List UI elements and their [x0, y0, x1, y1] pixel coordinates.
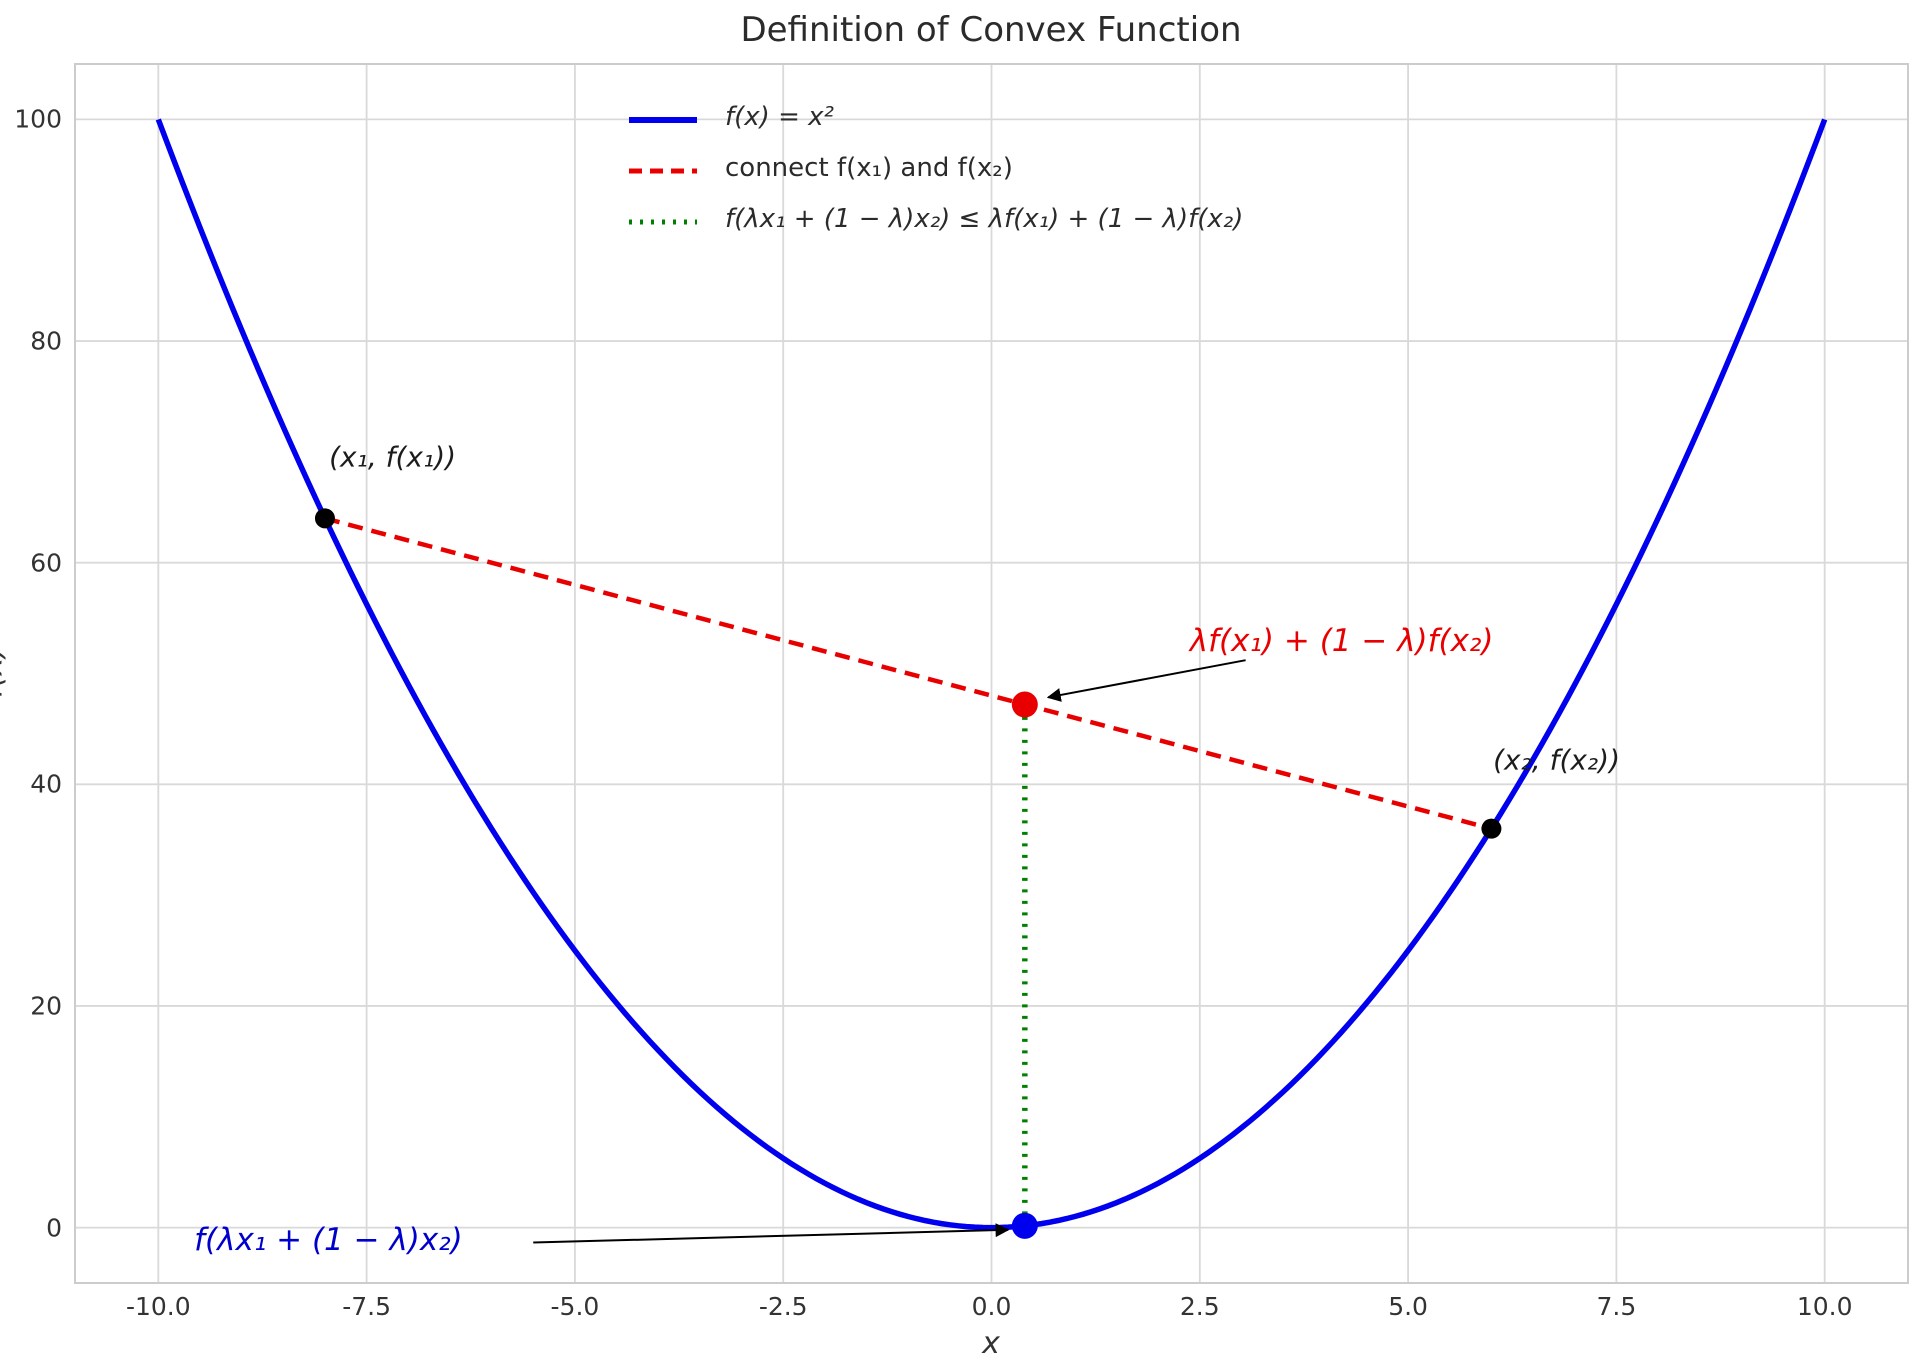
x-tick-label: -7.5 — [342, 1292, 391, 1321]
x-tick-label: -2.5 — [758, 1292, 808, 1321]
legend-item-chord: connect f(x₁) and f(x₂) — [627, 142, 1243, 193]
point-chord-mix — [1011, 691, 1038, 718]
y-tick-label: 20 — [30, 991, 62, 1021]
legend-item-inequality: f(λx₁ + (1 − λ)x₂) ≤ λf(x₁) + (1 − λ)f(x… — [627, 193, 1243, 244]
annotation-point2-label: (x₂, f(x₂)) — [1493, 743, 1621, 777]
y-tick-label: 40 — [30, 769, 62, 799]
x-tick-label: 7.5 — [1596, 1292, 1637, 1321]
y-tick-label: 100 — [14, 104, 62, 134]
annotation-function-value: f(λx₁ + (1 − λ)x₂) — [194, 1221, 463, 1258]
legend-line-sample-green-dotted-icon — [627, 213, 699, 225]
legend-label-function-curve: f(x) = x² — [725, 101, 834, 132]
point-function-mix — [1011, 1212, 1038, 1239]
legend: f(x) = x² connect f(x₁) and f(x₂) f(λx₁ … — [627, 91, 1243, 244]
annotation-arrow-chord-value — [1046, 659, 1246, 702]
x-tick-label: -5.0 — [550, 1292, 600, 1321]
y-tick-label: 60 — [30, 548, 62, 578]
x-tick-label: 5.0 — [1388, 1292, 1428, 1321]
x-tick-label: -10.0 — [125, 1292, 191, 1321]
x-axis-label: x — [982, 1326, 1000, 1361]
x-tick-label: 10.0 — [1796, 1292, 1853, 1321]
x-tick-label: 2.5 — [1179, 1292, 1220, 1321]
series-segment-1 — [324, 516, 1492, 831]
annotation-chord-value: λf(x₁) + (1 − λ)f(x₂) — [1189, 623, 1494, 660]
point-x1 — [314, 508, 335, 529]
y-tick-label: 80 — [30, 326, 62, 356]
y-tick-label: 0 — [46, 1213, 62, 1243]
legend-label-inequality: f(λx₁ + (1 − λ)x₂) ≤ λf(x₁) + (1 − λ)f(x… — [725, 203, 1244, 234]
annotation-arrow-function-value — [533, 1223, 1010, 1244]
point-x2 — [1481, 818, 1502, 839]
legend-label-chord: connect f(x₁) and f(x₂) — [725, 152, 1013, 183]
axes-spines — [74, 63, 1909, 1284]
legend-line-sample-red-dashed-icon — [627, 162, 699, 174]
series-function-0 — [155, 118, 1828, 1231]
annotation-point1-label: (x₁, f(x₁)) — [329, 440, 457, 474]
y-axis-label: f(x) — [0, 646, 10, 698]
chart-title: Definition of Convex Function — [740, 10, 1242, 50]
x-tick-label: 0.0 — [971, 1292, 1012, 1321]
legend-item-function-curve: f(x) = x² — [627, 91, 1243, 142]
legend-line-sample-blue-solid-icon — [627, 111, 699, 123]
